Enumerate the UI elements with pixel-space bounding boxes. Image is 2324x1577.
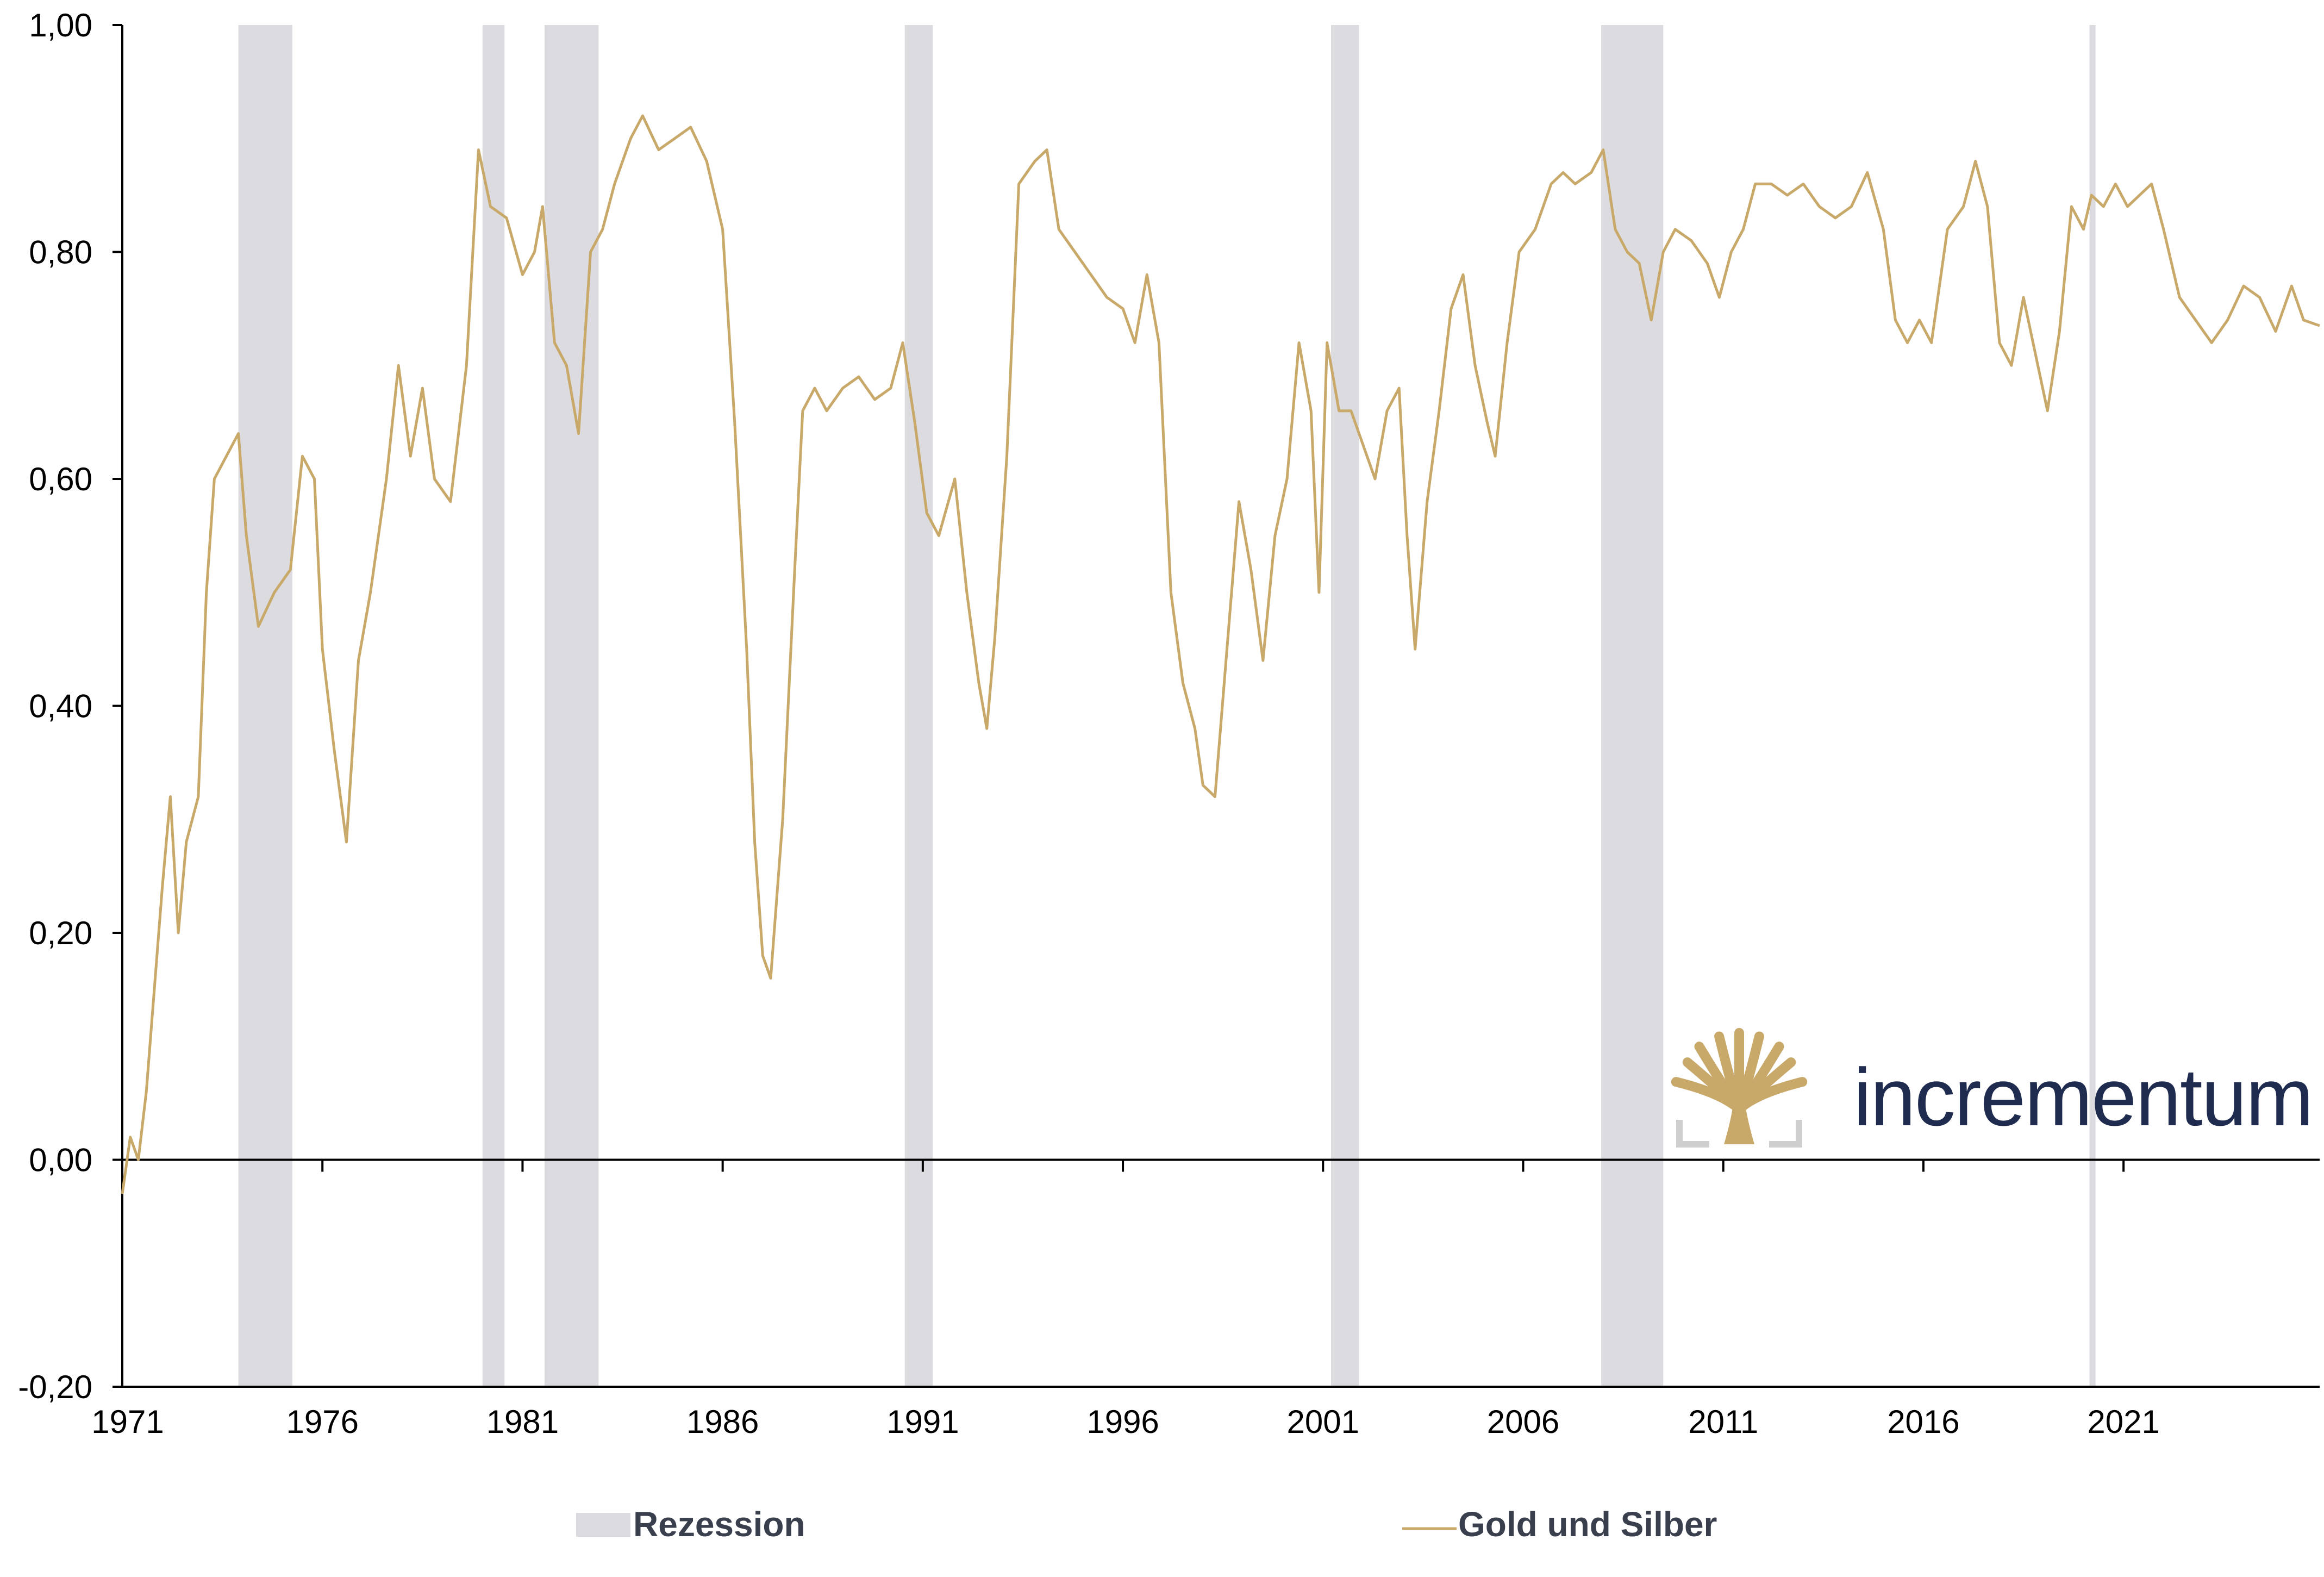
- logo: incrementum: [1671, 1028, 2314, 1148]
- recession-band-6: [1601, 25, 1664, 1387]
- x-tick-label: 2021: [2087, 1404, 2159, 1440]
- legend: Rezession Gold und Silber: [576, 1505, 1717, 1544]
- series-line-gold-und-silber: [121, 114, 2320, 1194]
- legend-recession-label: Rezession: [633, 1505, 805, 1544]
- y-tick-label: 0,40: [29, 688, 92, 725]
- recession-bands: [238, 25, 2096, 1387]
- y-tick-label: 0,00: [29, 1142, 92, 1179]
- x-tick-label: 2006: [1487, 1404, 1559, 1440]
- y-tick-label: -0,20: [18, 1369, 92, 1405]
- x-tick-label: 1976: [286, 1404, 358, 1440]
- recession-band-1: [238, 25, 292, 1387]
- logo-text: incrementum: [1853, 1051, 2313, 1143]
- y-tick-label: 0,20: [29, 915, 92, 951]
- x-tick-label: 1991: [886, 1404, 959, 1440]
- recession-band-2: [482, 25, 505, 1387]
- tree-icon: [1671, 1028, 1808, 1148]
- y-tick-label: 0,60: [29, 461, 92, 497]
- recession-band-7: [2089, 25, 2096, 1387]
- x-tick-label: 2001: [1287, 1404, 1359, 1440]
- recession-band-4: [904, 25, 933, 1387]
- y-axis-ticks: -0,20 0,00 0,20 0,40 0,60 0,80 1,00: [18, 7, 122, 1405]
- x-tick-label: 1986: [686, 1404, 759, 1440]
- x-tick-label: 1981: [486, 1404, 559, 1440]
- recession-band-5: [1331, 25, 1359, 1387]
- x-tick-label: 1971: [91, 1404, 164, 1440]
- legend-series-label: Gold und Silber: [1458, 1505, 1717, 1544]
- x-tick-label: 1996: [1086, 1404, 1159, 1440]
- x-axis-ticks: 1971 1976 1981 1986 1991 1996 2001 2006 2011 2016…: [91, 1160, 2160, 1440]
- x-tick-label: 2011: [1688, 1404, 1758, 1440]
- legend-recession-swatch: [576, 1513, 630, 1537]
- y-tick-label: 1,00: [29, 7, 92, 43]
- x-tick-label: 2016: [1887, 1404, 1959, 1440]
- y-tick-label: 0,80: [29, 234, 92, 271]
- recession-band-3: [544, 25, 599, 1387]
